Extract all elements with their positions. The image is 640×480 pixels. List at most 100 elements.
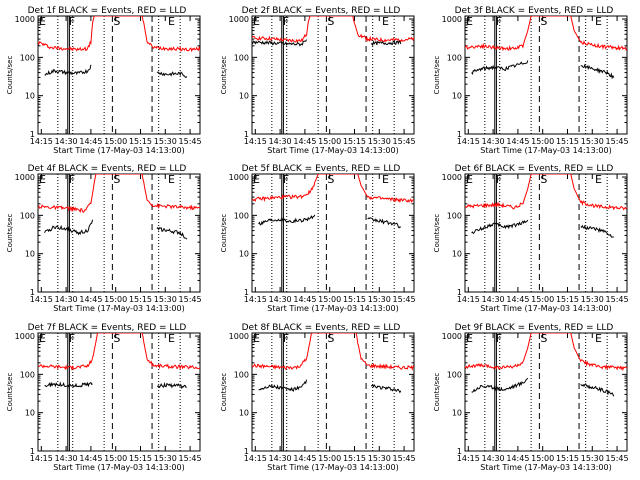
y-tick-label: 100 [447, 53, 462, 62]
x-tick-label: 15:30 [368, 137, 391, 146]
series-events-line [471, 219, 614, 238]
x-tick-label: 14:15 [30, 137, 53, 146]
y-tick-label: 10 [452, 250, 462, 259]
marker-label: E [382, 332, 389, 345]
x-tick-label: 14:45 [293, 137, 316, 146]
x-tick-label: 15:30 [581, 137, 604, 146]
x-tick-label: 14:15 [244, 295, 267, 304]
series-events-line [258, 379, 402, 394]
marker-label: E [382, 173, 389, 186]
panel-1: Det 1f BLACK = Events, RED = LLD 1 10 100 10… [6, 6, 202, 155]
x-tick-label: 14:15 [244, 454, 267, 463]
plot-frame [37, 173, 201, 293]
x-axis-label: Start Time (17-May-03 14:13:00) [267, 304, 398, 313]
series-events-line [471, 377, 615, 397]
marker-label: F [496, 173, 502, 186]
marker-label: S [540, 332, 547, 345]
y-tick-label: 1000 [229, 332, 249, 341]
series-lld-line [38, 174, 200, 214]
x-tick-label: 14:15 [457, 137, 480, 146]
marker-label: E [595, 332, 602, 345]
x-tick-label: 15:30 [368, 454, 391, 463]
y-tick-label: 1000 [442, 332, 462, 341]
series-events-line [44, 381, 187, 390]
series-events-line [252, 39, 402, 47]
marker-label: F [69, 332, 75, 345]
x-tick-label: 15:30 [154, 137, 177, 146]
marker-label: E [466, 332, 473, 345]
x-tick-label: 15:15 [343, 454, 366, 463]
y-tick-label: 100 [447, 211, 462, 220]
x-tick-label: 15:30 [154, 454, 177, 463]
y-tick-label: 1000 [229, 15, 249, 24]
y-tick-label: 1000 [15, 332, 35, 341]
marker-label: S [540, 173, 547, 186]
y-tick-label: 1 [244, 288, 249, 297]
marker-label: E [595, 15, 602, 28]
y-axis-label: Counts/sec [433, 214, 441, 253]
x-tick-label: 15:00 [104, 454, 127, 463]
marker-label: E [253, 15, 260, 28]
y-tick-label: 1000 [442, 173, 462, 182]
x-axis-label: Start Time (17-May-03 14:13:00) [480, 146, 611, 155]
panel-9: Det 9f BLACK = Events, RED = LLD 1 10 100 10… [433, 323, 629, 472]
panel-title: Det 9f BLACK = Events, RED = LLD [455, 323, 614, 333]
x-tick-label: 15:00 [318, 295, 341, 304]
y-tick-label: 10 [25, 250, 35, 259]
marker-label: S [327, 173, 334, 186]
x-tick-label: 15:15 [556, 137, 579, 146]
marker-label: E [466, 15, 473, 28]
marker-label: E [382, 15, 389, 28]
marker-label: F [496, 332, 502, 345]
x-tick-label: 15:45 [179, 454, 202, 463]
marker-label: S [327, 332, 334, 345]
marker-label: F [283, 173, 289, 186]
marker-label: E [253, 173, 260, 186]
y-axis-label: Counts/sec [6, 56, 14, 95]
x-tick-label: 14:15 [457, 295, 480, 304]
x-axis-label: Start Time (17-May-03 14:13:00) [53, 146, 184, 155]
panel-title: Det 5f BLACK = Events, RED = LLD [242, 164, 401, 174]
y-tick-label: 10 [239, 409, 249, 418]
panel-5: Det 5f BLACK = Events, RED = LLD 1 10 100 10… [220, 164, 416, 313]
marker-label: S [113, 332, 120, 345]
x-tick-label: 14:30 [482, 295, 505, 304]
x-axis-label: Start Time (17-May-03 14:13:00) [480, 304, 611, 313]
y-tick-label: 1000 [229, 173, 249, 182]
x-tick-label: 15:15 [556, 454, 579, 463]
plot-frame [251, 15, 415, 135]
series-lld-line [465, 174, 627, 211]
marker-label: F [69, 173, 75, 186]
x-tick-label: 15:30 [368, 295, 391, 304]
y-tick-label: 10 [25, 409, 35, 418]
panel-title: Det 6f BLACK = Events, RED = LLD [455, 164, 614, 174]
y-tick-label: 10 [25, 92, 35, 101]
panel-6: Det 6f BLACK = Events, RED = LLD 1 10 100 10… [433, 164, 629, 313]
y-tick-label: 100 [234, 53, 249, 62]
y-tick-label: 10 [239, 92, 249, 101]
marker-label: E [168, 173, 175, 186]
x-tick-label: 15:00 [318, 454, 341, 463]
panel-4: Det 4f BLACK = Events, RED = LLD 1 10 100 10… [6, 164, 202, 313]
x-tick-label: 15:45 [606, 454, 629, 463]
panel-title: Det 3f BLACK = Events, RED = LLD [455, 6, 614, 16]
marker-label: S [540, 15, 547, 28]
marker-label: E [168, 15, 175, 28]
x-tick-label: 15:45 [393, 454, 416, 463]
x-tick-label: 15:30 [154, 295, 177, 304]
series-events-line [44, 219, 188, 240]
marker-label: F [283, 332, 289, 345]
marker-label: E [168, 332, 175, 345]
plot-frame [464, 15, 628, 135]
plot-frame [37, 332, 201, 452]
x-tick-label: 15:15 [343, 137, 366, 146]
x-tick-label: 15:45 [179, 137, 202, 146]
x-tick-label: 15:15 [129, 295, 152, 304]
plot-frame [464, 173, 628, 293]
x-tick-label: 15:00 [531, 454, 554, 463]
y-tick-label: 100 [20, 53, 35, 62]
plot-frame [251, 173, 415, 293]
panel-2: Det 2f BLACK = Events, RED = LLD 1 10 100 10… [220, 6, 416, 155]
y-tick-label: 1 [457, 130, 462, 139]
